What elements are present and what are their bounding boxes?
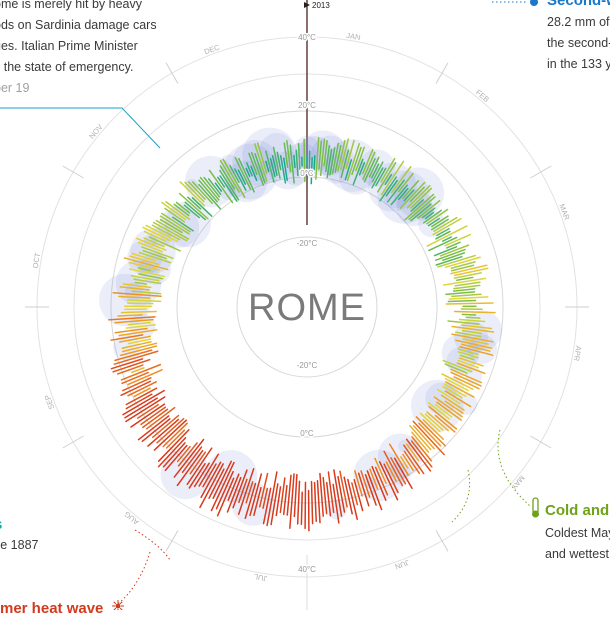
daily-temp-bar [452,294,481,296]
daily-temp-bar [294,155,295,167]
daily-temp-bar [445,235,470,246]
callout-line: ome is merely hit by heavy [0,0,157,15]
daily-temp-bar [448,300,475,301]
daily-temp-bar [466,317,480,318]
callout-leader-line [0,108,160,148]
daily-temp-bar [449,297,487,299]
daily-temp-bar [452,265,474,270]
daily-temp-bar [128,303,153,304]
rain-drop-icon [530,0,538,6]
month-label: SEP [43,393,57,410]
daily-temp-bar [294,475,297,517]
ring-value-label: 40°C [298,565,316,574]
ring-value-label: -20°C [297,239,318,248]
callout-leader-line [135,530,170,560]
callout-line: and wettest s [545,544,610,565]
daily-temp-bar [317,481,320,523]
daily-temp-bar [315,483,317,522]
callout-left-record: s ce 1887 [0,514,38,556]
callout-line: s the state of emergency. [0,57,157,78]
callout-title: mer heat wave [0,600,103,617]
callout-line: ges. Italian Prime Minister [0,36,157,57]
daily-temp-bar [298,481,300,524]
daily-temp-bar [314,156,315,176]
callout-line: Coldest May i [545,523,610,544]
callout-heat-wave: mer heat wave [0,598,103,620]
year-label: 2013 [312,1,330,10]
callout-leader-line [452,470,470,522]
ring-value-label: 0°C [300,169,314,178]
daily-temp-bar [301,492,302,524]
callout-leader-line [118,552,150,604]
ring-value-label: 40°C [298,33,316,42]
daily-temp-bar [126,394,151,408]
callout-title: Second-w [547,0,610,11]
daily-temp-bar [462,314,475,315]
daily-temp-bar [447,242,460,248]
callout-line: in the 133 yea [547,54,610,75]
callout-line: ce 1887 [0,535,38,556]
daily-temp-bar [446,303,493,304]
daily-temp-bar [454,289,475,291]
daily-temp-bar [454,273,481,278]
city-title: ROME [248,287,366,329]
month-tick [166,63,178,84]
callout-line: the second-h [547,33,610,54]
month-label: FEB [474,88,491,104]
month-tick [530,436,551,448]
callout-cold-wet: Cold and w Coldest May i and wettest s [545,500,610,565]
month-tick [63,436,84,448]
daily-temp-bar [446,292,475,295]
callout-rain-damage: ome is merely hit by heavy ods on Sardin… [0,0,157,99]
sun-icon [112,600,124,610]
month-label: JUN [394,558,411,571]
callout-title: s [0,514,38,535]
daily-temp-bar [284,486,287,515]
daily-temp-bar [121,312,156,313]
daily-temp-bar [455,311,495,312]
ring-value-label: 20°C [298,101,316,110]
daily-temp-bar [312,482,313,524]
ring-value-label: -20°C [297,361,318,370]
month-tick [530,166,551,178]
month-tick [436,63,448,84]
sun-core [116,604,121,609]
callout-date: ber 19 [0,78,157,99]
callout-line: ods on Sardinia damage cars [0,15,157,36]
callout-title: Cold and w [545,500,610,521]
daily-temp-bar [167,430,185,448]
callout-second-wettest: Second-w 28.2 mm of ra the second-h in t… [547,4,610,75]
sun-ray [114,602,116,604]
ring-value-label: 0°C [300,429,314,438]
month-tick [166,530,178,551]
callout-line: 28.2 mm of ra [547,12,610,33]
month-tick [436,530,448,551]
callout-leader-line [498,430,530,506]
sun-ray [120,602,122,604]
month-tick [63,166,84,178]
daily-temp-bar [287,475,291,515]
thermometer-bulb-icon [532,511,539,518]
